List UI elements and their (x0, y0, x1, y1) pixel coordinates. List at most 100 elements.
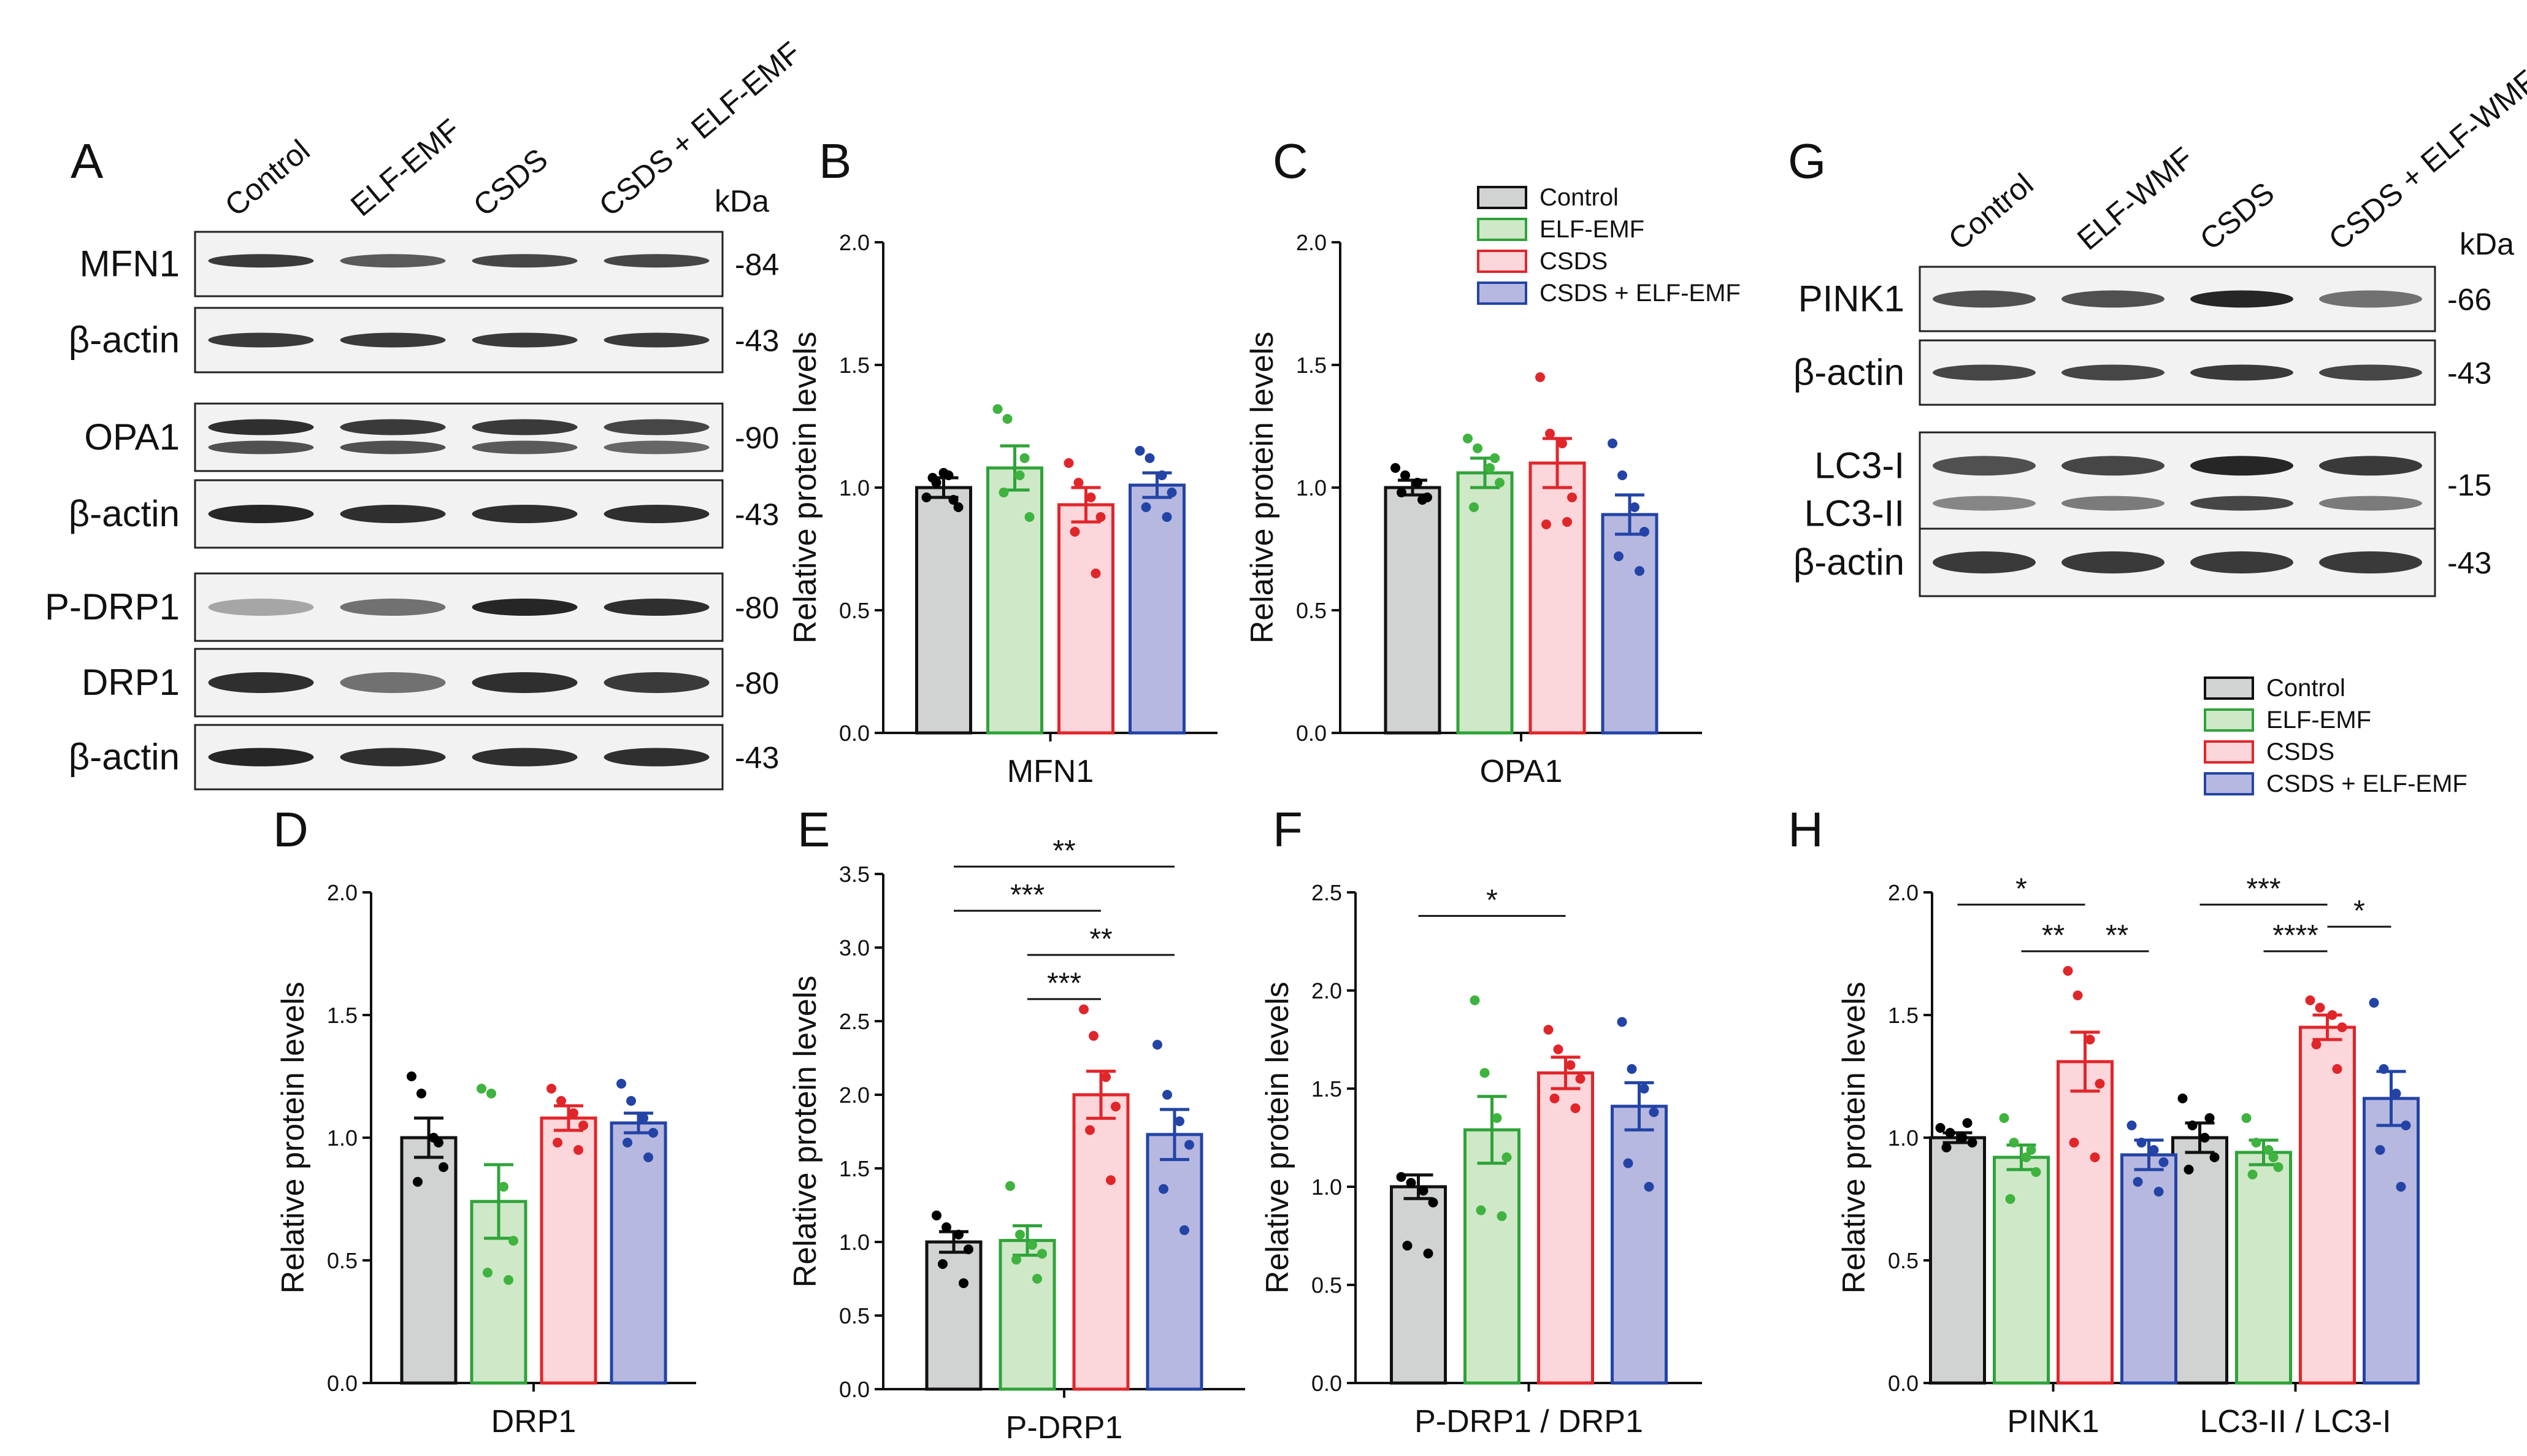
blot-row-label: β-actin (1793, 542, 1904, 583)
data-point (1179, 1225, 1189, 1235)
legend-label: CSDS (1540, 248, 1608, 275)
data-point (1623, 1158, 1633, 1168)
data-point (2401, 1121, 2411, 1130)
data-point (1476, 1205, 1486, 1216)
blot-band (208, 440, 314, 454)
blot-band (2061, 551, 2165, 573)
data-point (1079, 1004, 1089, 1014)
blot-band (2319, 496, 2422, 511)
blot-a-lane-label: CSDS (467, 142, 554, 223)
blot-row-label: β-actin (69, 737, 180, 778)
bar (1390, 1185, 1447, 1385)
y-axis-label: Relative protein levels (788, 332, 823, 644)
blot-band (472, 672, 578, 693)
bar (2363, 1097, 2420, 1385)
data-point (553, 1138, 562, 1148)
data-point (941, 1222, 951, 1232)
y-tick-label: 1.5 (327, 1003, 358, 1028)
data-point (1557, 439, 1567, 448)
data-point (648, 1128, 658, 1138)
blot-band (2319, 364, 2422, 381)
data-point (1614, 551, 1624, 561)
bar (986, 466, 1043, 735)
data-point (1492, 1113, 1502, 1123)
y-tick-label: 1.0 (1296, 475, 1327, 500)
y-axis-label: Relative protein levels (1836, 982, 1872, 1294)
data-point (1541, 519, 1551, 529)
data-point (2273, 1162, 2284, 1172)
data-point (1085, 1125, 1095, 1135)
data-point (999, 488, 1009, 497)
blot-band (340, 505, 446, 523)
y-tick-label: 0.5 (839, 1303, 870, 1328)
blot-band (208, 672, 314, 693)
data-point (1543, 1025, 1554, 1035)
data-point (1497, 1211, 1507, 1221)
y-axis-label: Relative protein levels (788, 976, 823, 1288)
blot-row-label: P-DRP1 (45, 586, 180, 627)
data-point (2149, 1145, 2159, 1155)
legend-label: CSDS + ELF-EMF (2266, 770, 2468, 797)
x-category-label: P-DRP1 / DRP1 (1414, 1404, 1643, 1439)
y-tick-label: 0.5 (1888, 1248, 1919, 1273)
y-tick-label: 0.5 (839, 598, 870, 623)
blot-band (604, 419, 710, 435)
data-point (2021, 1152, 2031, 1162)
significance-label: ** (2106, 919, 2128, 952)
data-point (2026, 1145, 2036, 1155)
data-point (1159, 1184, 1168, 1194)
data-point (1184, 1140, 1194, 1150)
bar (1463, 1128, 1520, 1385)
data-point (1152, 1040, 1162, 1050)
data-point (2031, 1167, 2041, 1177)
bar (1072, 1093, 1130, 1391)
y-axis-label: Relative protein levels (275, 982, 311, 1294)
blot-band (1933, 496, 2036, 511)
y-tick-label: 1.0 (1888, 1125, 1919, 1151)
blot-band (604, 254, 710, 268)
y-tick-label: 2.0 (327, 880, 358, 905)
blot-a-kda-unit: kDa (715, 184, 769, 218)
blot-row-kda: -90 (735, 421, 779, 455)
data-point (2311, 1040, 2322, 1049)
data-point (1423, 1248, 1433, 1259)
data-point (2009, 1138, 2019, 1148)
legend-label: Control (2266, 675, 2345, 702)
blot-band (340, 419, 446, 435)
data-point (439, 1162, 448, 1172)
data-point (546, 1084, 556, 1094)
x-category-label: OPA1 (1480, 754, 1563, 789)
data-point (616, 1079, 626, 1089)
blot-band (1933, 290, 2036, 308)
data-point (1945, 1128, 1955, 1138)
data-point (2136, 1138, 2147, 1148)
blot-row-label: β-actin (69, 320, 180, 361)
data-point (1101, 1072, 1111, 1082)
data-point (953, 502, 964, 512)
data-point (2268, 1152, 2279, 1162)
data-point (508, 1236, 518, 1246)
bar (1129, 483, 1186, 735)
data-point (1575, 1074, 1586, 1084)
blot-band (2061, 456, 2165, 476)
legend-swatch (2204, 740, 2254, 764)
bar (1537, 1071, 1594, 1385)
blot-band (604, 672, 710, 693)
blot-row-label: β-actin (1793, 352, 1904, 393)
blot-row-label: MFN1 (80, 243, 180, 285)
data-point (1162, 1090, 1172, 1100)
data-point (964, 1244, 973, 1254)
data-point (2375, 1145, 2385, 1155)
bar (1528, 461, 1586, 735)
blot-band (604, 505, 710, 523)
x-category-label: LC3-II / LC3-I (2199, 1404, 2391, 1439)
data-point (1397, 488, 1406, 497)
panel-letter-f: F (1273, 802, 1303, 857)
blot-row-kda: -15 (2447, 468, 2491, 502)
blot-band (604, 748, 710, 767)
data-point (1086, 492, 1096, 502)
bar (610, 1121, 667, 1385)
chart-b: 0.0 0.5 1.0 1.5 2.0 Relative protein levels MF… (788, 230, 1217, 789)
blot-band (340, 254, 446, 268)
y-tick-label: 0.0 (1296, 721, 1327, 746)
